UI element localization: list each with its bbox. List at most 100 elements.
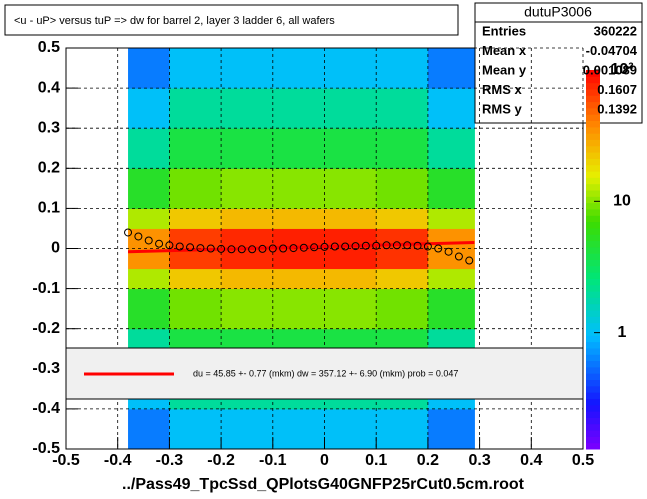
stats-value: -0.04704 bbox=[586, 43, 638, 58]
heatmap-cell bbox=[221, 168, 274, 209]
profile-point bbox=[423, 242, 432, 251]
y-tick-label: -0.2 bbox=[32, 320, 60, 337]
colorbar-segment bbox=[586, 221, 600, 229]
colorbar-segment bbox=[586, 70, 600, 77]
colorbar-segment bbox=[586, 354, 600, 362]
heatmap-cell bbox=[427, 128, 475, 169]
colorbar-segment bbox=[586, 82, 600, 90]
profile-point bbox=[175, 242, 184, 251]
y-tick-label: 0.4 bbox=[38, 79, 60, 96]
colorbar-segment bbox=[586, 145, 600, 153]
fit-label: du = 45.85 +- 0.77 (mkm) dw = 357.12 +- … bbox=[193, 368, 458, 378]
colorbar-segment bbox=[586, 404, 600, 412]
y-tick-label: 0.5 bbox=[38, 39, 60, 56]
colorbar-segment bbox=[586, 107, 600, 115]
profile-point bbox=[124, 228, 133, 237]
profile-point bbox=[268, 244, 277, 253]
colorbar-segment bbox=[586, 164, 600, 172]
x-tick-label: 0.1 bbox=[365, 452, 387, 469]
heatmap-cell bbox=[128, 48, 170, 89]
heatmap-cell bbox=[427, 168, 475, 209]
colorbar-segment bbox=[586, 120, 600, 128]
heatmap-cell bbox=[376, 208, 429, 229]
stats-value: 0.001089 bbox=[583, 62, 637, 77]
colorbar-segment bbox=[586, 183, 600, 191]
heatmap-cell bbox=[221, 128, 274, 169]
colorbar-segment bbox=[586, 152, 600, 159]
profile-point bbox=[134, 232, 143, 241]
heatmap-cell bbox=[221, 48, 274, 89]
colorbar-segment bbox=[586, 442, 600, 450]
colorbar-segment bbox=[586, 379, 600, 387]
colorbar-segment bbox=[586, 411, 600, 418]
y-tick-label: 0.3 bbox=[38, 119, 60, 136]
profile-point bbox=[444, 247, 453, 256]
colorbar-segment bbox=[586, 392, 600, 399]
x-axis-label: ../Pass49_TpcSsd_QPlotsG40GNFP25rCut0.5c… bbox=[122, 476, 525, 493]
colorbar-segment bbox=[586, 177, 600, 185]
colorbar-segment bbox=[586, 139, 600, 147]
colorbar-segment bbox=[586, 171, 600, 178]
colorbar-segment bbox=[586, 328, 600, 336]
heatmap-cell bbox=[272, 408, 325, 450]
colorbar-segment bbox=[586, 335, 600, 343]
heatmap-cell bbox=[169, 88, 222, 129]
x-tick-label: 0.5 bbox=[572, 452, 594, 469]
profile-point bbox=[258, 244, 267, 253]
colorbar-segment bbox=[586, 366, 600, 374]
colorbar-segment bbox=[586, 316, 600, 324]
colorbar-segment bbox=[586, 88, 600, 96]
y-tick-label: -0.4 bbox=[32, 400, 60, 417]
heatmap-cell bbox=[427, 208, 475, 229]
heatmap-cell bbox=[272, 88, 325, 129]
profile-point bbox=[165, 241, 174, 250]
colorbar-segment bbox=[586, 101, 600, 109]
heatmap-cell bbox=[324, 48, 377, 89]
profile-point bbox=[351, 242, 360, 251]
colorbar-segment bbox=[586, 202, 600, 210]
colorbar-segment bbox=[586, 297, 600, 305]
y-tick-label: -0.3 bbox=[32, 360, 60, 377]
heatmap-cell bbox=[376, 408, 429, 450]
stats-label: RMS y bbox=[482, 101, 523, 116]
colorbar-segment bbox=[586, 158, 600, 166]
y-tick-label: -0.5 bbox=[32, 440, 60, 457]
profile-point bbox=[361, 241, 370, 250]
x-tick-label: -0.4 bbox=[104, 452, 132, 469]
colorbar-segment bbox=[586, 417, 600, 425]
heatmap-cell bbox=[427, 268, 475, 290]
colorbar-tick-label: 1 bbox=[618, 324, 627, 341]
heatmap-cell bbox=[221, 208, 274, 229]
colorbar-segment bbox=[586, 133, 600, 140]
heatmap-cell bbox=[221, 408, 274, 450]
y-tick-label: 0.2 bbox=[38, 160, 60, 177]
heatmap-cell bbox=[272, 128, 325, 169]
heatmap-cell bbox=[324, 408, 377, 450]
colorbar-segment bbox=[586, 436, 600, 444]
stats-label: Entries bbox=[482, 23, 526, 38]
heatmap-cell bbox=[272, 208, 325, 229]
colorbar-segment bbox=[586, 272, 600, 279]
profile-point bbox=[144, 236, 153, 245]
heatmap-cell bbox=[128, 408, 170, 450]
colorbar-segment bbox=[586, 322, 600, 330]
heatmap-cell bbox=[427, 48, 475, 89]
heatmap-cell bbox=[324, 128, 377, 169]
colorbar-segment bbox=[586, 240, 600, 248]
x-tick-label: 0.2 bbox=[417, 452, 439, 469]
profile-point bbox=[186, 243, 195, 252]
heatmap-cell bbox=[427, 408, 475, 450]
chart-title: <u - uP> versus tuP => dw for barrel 2, … bbox=[14, 15, 335, 27]
title-box bbox=[4, 4, 459, 36]
profile-point bbox=[217, 244, 226, 253]
stats-value: 0.1392 bbox=[597, 101, 637, 116]
profile-point bbox=[310, 243, 319, 252]
colorbar-segment bbox=[586, 347, 600, 355]
y-tick-label: 0 bbox=[51, 240, 60, 257]
heatmap-cell bbox=[169, 128, 222, 169]
stats-value: 360222 bbox=[594, 23, 637, 38]
heatmap-cell bbox=[376, 168, 429, 209]
colorbar-segment bbox=[586, 265, 600, 273]
heatmap-cell bbox=[324, 88, 377, 129]
